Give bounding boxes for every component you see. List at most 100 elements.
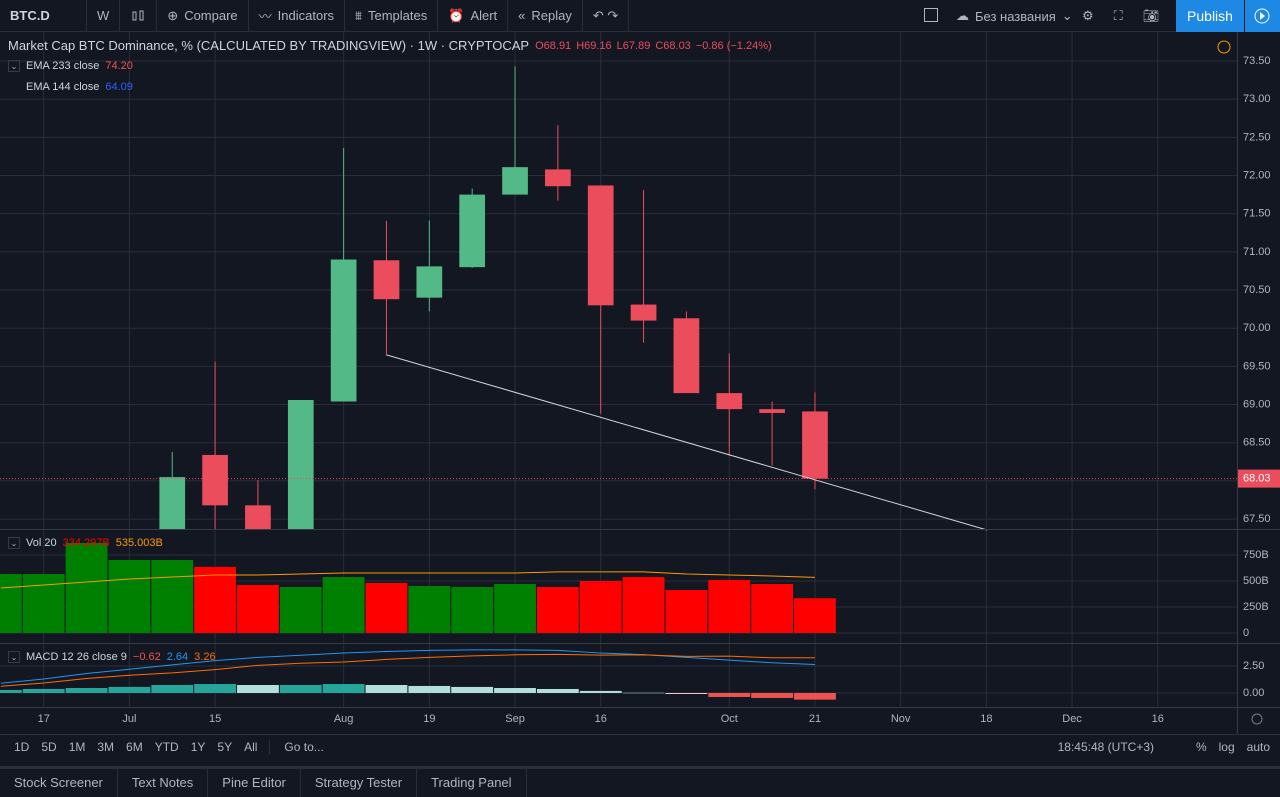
range-button[interactable]: 1Y: [190, 740, 206, 754]
alert-button[interactable]: ⏰ Alert: [438, 0, 509, 32]
indicator-value: 74.20: [105, 60, 133, 72]
templates-button[interactable]: ⩩ Templates: [345, 0, 439, 32]
candle-body: [459, 194, 486, 268]
range-button[interactable]: 1D: [14, 740, 30, 754]
footer-tab[interactable]: Stock Screener: [0, 768, 118, 797]
candle-body: [159, 477, 186, 529]
macd-histogram-bar: [365, 684, 408, 693]
y-tick-label: 73.50: [1243, 55, 1271, 67]
footer-tab[interactable]: Strategy Tester: [301, 768, 418, 797]
macd-histogram-bar: [151, 684, 194, 693]
indicators-button[interactable]: 〰 Indicators: [249, 0, 346, 32]
indicator-legend: EMA 144 close 64.09: [8, 81, 133, 93]
macd-histogram-bar: [622, 692, 665, 694]
layout-name-label: Без названия: [975, 8, 1056, 24]
macd-histogram-bar: [536, 688, 579, 693]
range-button[interactable]: 5D: [41, 740, 57, 754]
x-tick-label: Nov: [891, 713, 911, 725]
indicator-value: 64.09: [105, 81, 133, 93]
x-tick-label: Sep: [505, 713, 525, 725]
scale-option[interactable]: %: [1195, 740, 1207, 754]
volume-bar: [494, 584, 536, 634]
y-tick-label: 69.00: [1243, 398, 1271, 410]
range-button[interactable]: 1M: [68, 740, 86, 754]
macd-histogram-bar: [108, 686, 151, 693]
volume-ma-line: [0, 571, 815, 589]
y-tick-label: 500B: [1243, 575, 1269, 587]
scale-options: % log auto: [1190, 740, 1276, 754]
volume-bar: [408, 585, 451, 634]
candle-icon: [132, 10, 144, 20]
footer-tab[interactable]: Pine Editor: [208, 768, 301, 797]
range-button[interactable]: YTD: [154, 740, 179, 754]
candle-body: [330, 259, 357, 402]
collapse[interactable]: ⌄: [8, 60, 20, 72]
range-bar: 1D 5D 1M 3M 6M YTD 1Y 5Y All Go to... 18:45:48 (…: [0, 734, 1280, 759]
volume-bar: [151, 559, 194, 634]
footer-tab[interactable]: Text Notes: [118, 768, 209, 797]
last-price-box: [1238, 469, 1280, 488]
volume-bar: [194, 566, 237, 634]
symbol[interactable]: BTC.D: [0, 0, 87, 32]
candle-body: [373, 260, 400, 300]
replay-button[interactable]: « Replay: [508, 0, 583, 32]
volume-bar: [665, 590, 708, 634]
last-price-label: 68.03: [1243, 473, 1271, 485]
ohlc-value: −0.86 (−1.24%): [695, 39, 772, 52]
interval[interactable]: W: [87, 0, 121, 32]
volume-bar: [0, 574, 22, 634]
volume-bar: [365, 582, 408, 634]
top-toolbar: BTC.D W ⊕ Compare 〰 Indicators ⩩ Templat…: [0, 0, 1280, 32]
macd-histogram-bar: [579, 690, 622, 693]
volume-bar: [237, 584, 279, 634]
settings[interactable]: ⚙: [1082, 8, 1094, 23]
templates-label: Templates: [368, 8, 428, 23]
footer-tab[interactable]: Trading Panel: [417, 768, 527, 797]
x-tick-label: 16: [1152, 713, 1164, 725]
settings-icon[interactable]: [1251, 713, 1263, 725]
candle-body: [630, 304, 657, 321]
compare-button[interactable]: ⊕ Compare: [157, 0, 249, 32]
layout-icon[interactable]: [924, 8, 938, 22]
macd-pane: [0, 649, 836, 700]
fullscreen[interactable]: ⛶: [1113, 8, 1123, 23]
range-button[interactable]: 5Y: [217, 740, 233, 754]
macd-value: 2.64: [166, 651, 189, 663]
candle-body: [802, 411, 828, 479]
layout-name[interactable]: ☁ Без названия ⌄: [956, 8, 1073, 24]
scale-option[interactable]: auto: [1246, 740, 1270, 754]
volume-ma-value: 535.003B: [115, 537, 163, 549]
x-tick-label: 19: [423, 713, 435, 725]
volume-bar: [708, 579, 751, 634]
compare-label: Compare: [184, 8, 238, 23]
candle-body: [202, 454, 228, 506]
x-tick-label: Dec: [1062, 713, 1082, 725]
chart-style[interactable]: [120, 0, 158, 32]
range-button[interactable]: All: [244, 740, 258, 754]
indicators-label: Indicators: [277, 8, 335, 23]
macd-legend: ⌄ MACD 12 26 close 9 −0.62 2.64 3.26: [8, 651, 216, 663]
y-tick-label: 250B: [1243, 601, 1269, 613]
candle-body: [287, 399, 314, 529]
goto[interactable]: Go to...: [269, 740, 329, 754]
alert-icon[interactable]: [1217, 40, 1231, 54]
y-tick-label: 70.00: [1243, 322, 1271, 334]
collapse[interactable]: ⌄: [8, 537, 20, 549]
undo-redo[interactable]: ↶ ↷: [583, 0, 630, 32]
ohlc-value: L67.89: [616, 39, 651, 52]
volume-bar: [279, 587, 322, 634]
publish-button[interactable]: Publish: [1176, 0, 1244, 32]
range-button[interactable]: 3M: [97, 740, 115, 754]
replay-label: Replay: [531, 8, 572, 23]
range-button[interactable]: 6M: [126, 740, 143, 754]
x-tick-label: 15: [209, 713, 221, 725]
trend-line[interactable]: [386, 354, 988, 531]
y-tick-label: 72.00: [1243, 169, 1271, 181]
snapshot[interactable]: 📷︎: [1142, 8, 1160, 23]
scale-option[interactable]: log: [1218, 740, 1235, 754]
volume-bar: [65, 543, 108, 634]
macd-histogram-bar: [665, 692, 708, 694]
play-button[interactable]: [1244, 0, 1280, 32]
collapse[interactable]: ⌄: [8, 651, 20, 663]
candle-body: [673, 318, 700, 394]
